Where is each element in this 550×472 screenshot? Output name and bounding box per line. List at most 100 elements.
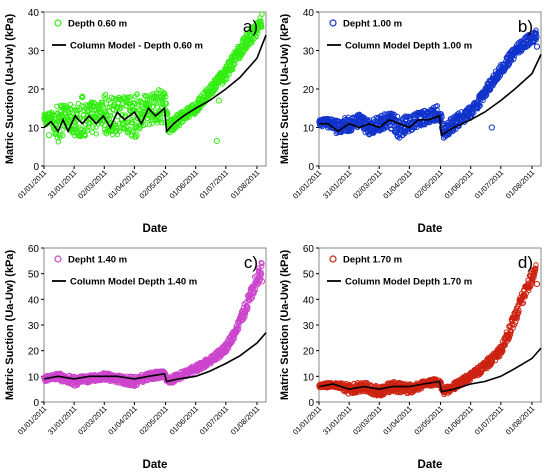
data-point xyxy=(107,112,114,119)
legend-marker-swatch xyxy=(54,19,62,27)
data-point xyxy=(87,111,94,117)
x-tick-label: 01/06/2011 xyxy=(443,168,476,201)
data-point xyxy=(470,110,477,116)
data-point xyxy=(259,260,265,267)
data-point xyxy=(259,263,265,269)
y-tick-label: 0 xyxy=(308,162,314,173)
legend-label: Column Model Depth 1.40 m xyxy=(70,277,197,288)
data-point xyxy=(252,287,259,293)
data-point xyxy=(122,112,129,118)
y-tick-label: 40 xyxy=(28,295,40,306)
data-point xyxy=(142,92,148,99)
data-point xyxy=(533,27,539,33)
x-tick-label: 01/06/2011 xyxy=(168,404,201,437)
data-point xyxy=(55,139,62,145)
x-tick-label: 01/07/2011 xyxy=(473,168,506,201)
data-point xyxy=(75,108,81,114)
y-tick-label: 0 xyxy=(308,398,314,409)
data-point xyxy=(248,295,255,302)
y-axis-label: Matric Suction (Ua-Uw) (kPa) xyxy=(4,13,16,164)
data-point xyxy=(105,104,111,111)
model-line xyxy=(43,34,267,134)
chart-panel-4: 0 10 20 30 40 50 60 01/01/201131/01/201102/03/2… xyxy=(279,244,542,471)
data-point xyxy=(533,36,539,43)
x-tick-label: 01/08/2011 xyxy=(504,168,537,201)
x-axis-label: Date xyxy=(143,223,168,235)
data-point xyxy=(522,294,528,300)
data-point xyxy=(531,274,537,280)
x-tick-label: 31/01/2011 xyxy=(46,168,79,201)
data-point xyxy=(256,265,262,271)
y-tick-label: 10 xyxy=(303,372,315,383)
y-tick-label: 10 xyxy=(303,124,315,135)
data-point xyxy=(100,102,106,108)
y-tick-label: 60 xyxy=(303,244,315,255)
outlier-point xyxy=(376,391,383,398)
data-point xyxy=(127,94,134,100)
data-point xyxy=(163,93,169,100)
legend-label: Depht 1.00 m xyxy=(343,19,402,30)
plot-area xyxy=(318,11,542,167)
data-point xyxy=(258,259,264,266)
data-point xyxy=(533,265,539,272)
chart-panel-2: 01020304001/01/201131/01/201102/03/20110… xyxy=(279,8,542,235)
x-tick-label: 31/01/2011 xyxy=(46,404,79,437)
model-line xyxy=(318,347,542,393)
data-point xyxy=(349,126,355,132)
y-tick-label: 50 xyxy=(28,270,40,281)
x-tick-label: 31/01/2011 xyxy=(321,404,354,437)
data-point xyxy=(434,103,440,109)
data-point xyxy=(130,128,137,134)
x-tick-label: 01/01/2011 xyxy=(291,404,324,437)
x-axis-label: Date xyxy=(418,459,443,471)
legend-marker-swatch xyxy=(54,255,62,263)
x-tick-label: 02/03/2011 xyxy=(351,404,384,437)
data-point xyxy=(487,86,494,92)
plot-area xyxy=(43,11,267,167)
data-point xyxy=(162,91,168,97)
data-point xyxy=(506,334,513,340)
data-point xyxy=(525,287,532,294)
x-tick-label: 01/04/2011 xyxy=(381,168,414,201)
outlier-point xyxy=(215,97,222,104)
x-tick-label: 02/05/2011 xyxy=(137,404,170,437)
data-point xyxy=(235,326,242,333)
data-point xyxy=(484,91,490,97)
x-tick-label: 01/04/2011 xyxy=(106,168,139,201)
panel-label: d) xyxy=(518,253,533,272)
data-point xyxy=(533,262,539,268)
data-point xyxy=(520,300,527,306)
x-axis-label: Date xyxy=(418,223,443,235)
data-point xyxy=(259,24,265,30)
data-point xyxy=(146,121,153,128)
data-point xyxy=(90,124,96,130)
y-tick-label: 30 xyxy=(303,321,315,332)
data-point xyxy=(533,30,540,36)
x-tick-label: 01/07/2011 xyxy=(198,168,231,201)
outlier-point xyxy=(533,280,541,288)
data-point xyxy=(477,102,483,109)
x-tick-label: 01/07/2011 xyxy=(473,404,506,437)
data-point xyxy=(176,122,183,129)
data-point xyxy=(79,94,86,101)
model-line xyxy=(319,54,542,137)
panel-label: a) xyxy=(243,17,258,36)
data-point xyxy=(258,271,265,277)
chart-panel-3: 0 10 20 30 40 50 60 01/01/201131/01/201102/03/2… xyxy=(4,244,267,471)
y-tick-label: 30 xyxy=(28,321,40,332)
data-point xyxy=(60,132,66,139)
outlier-point xyxy=(533,43,541,50)
data-point xyxy=(107,100,113,106)
data-point xyxy=(236,323,242,329)
legend-label: Column Model Depth 1.00 m xyxy=(345,41,472,52)
data-point xyxy=(242,314,248,320)
data-point xyxy=(245,304,251,310)
data-point xyxy=(258,274,264,281)
x-tick-label: 01/06/2011 xyxy=(168,168,201,201)
data-point xyxy=(383,124,390,130)
data-point xyxy=(76,106,83,113)
y-tick-label: 60 xyxy=(28,244,40,255)
y-tick-label: 30 xyxy=(303,47,315,58)
y-tick-label: 0 xyxy=(33,162,39,173)
